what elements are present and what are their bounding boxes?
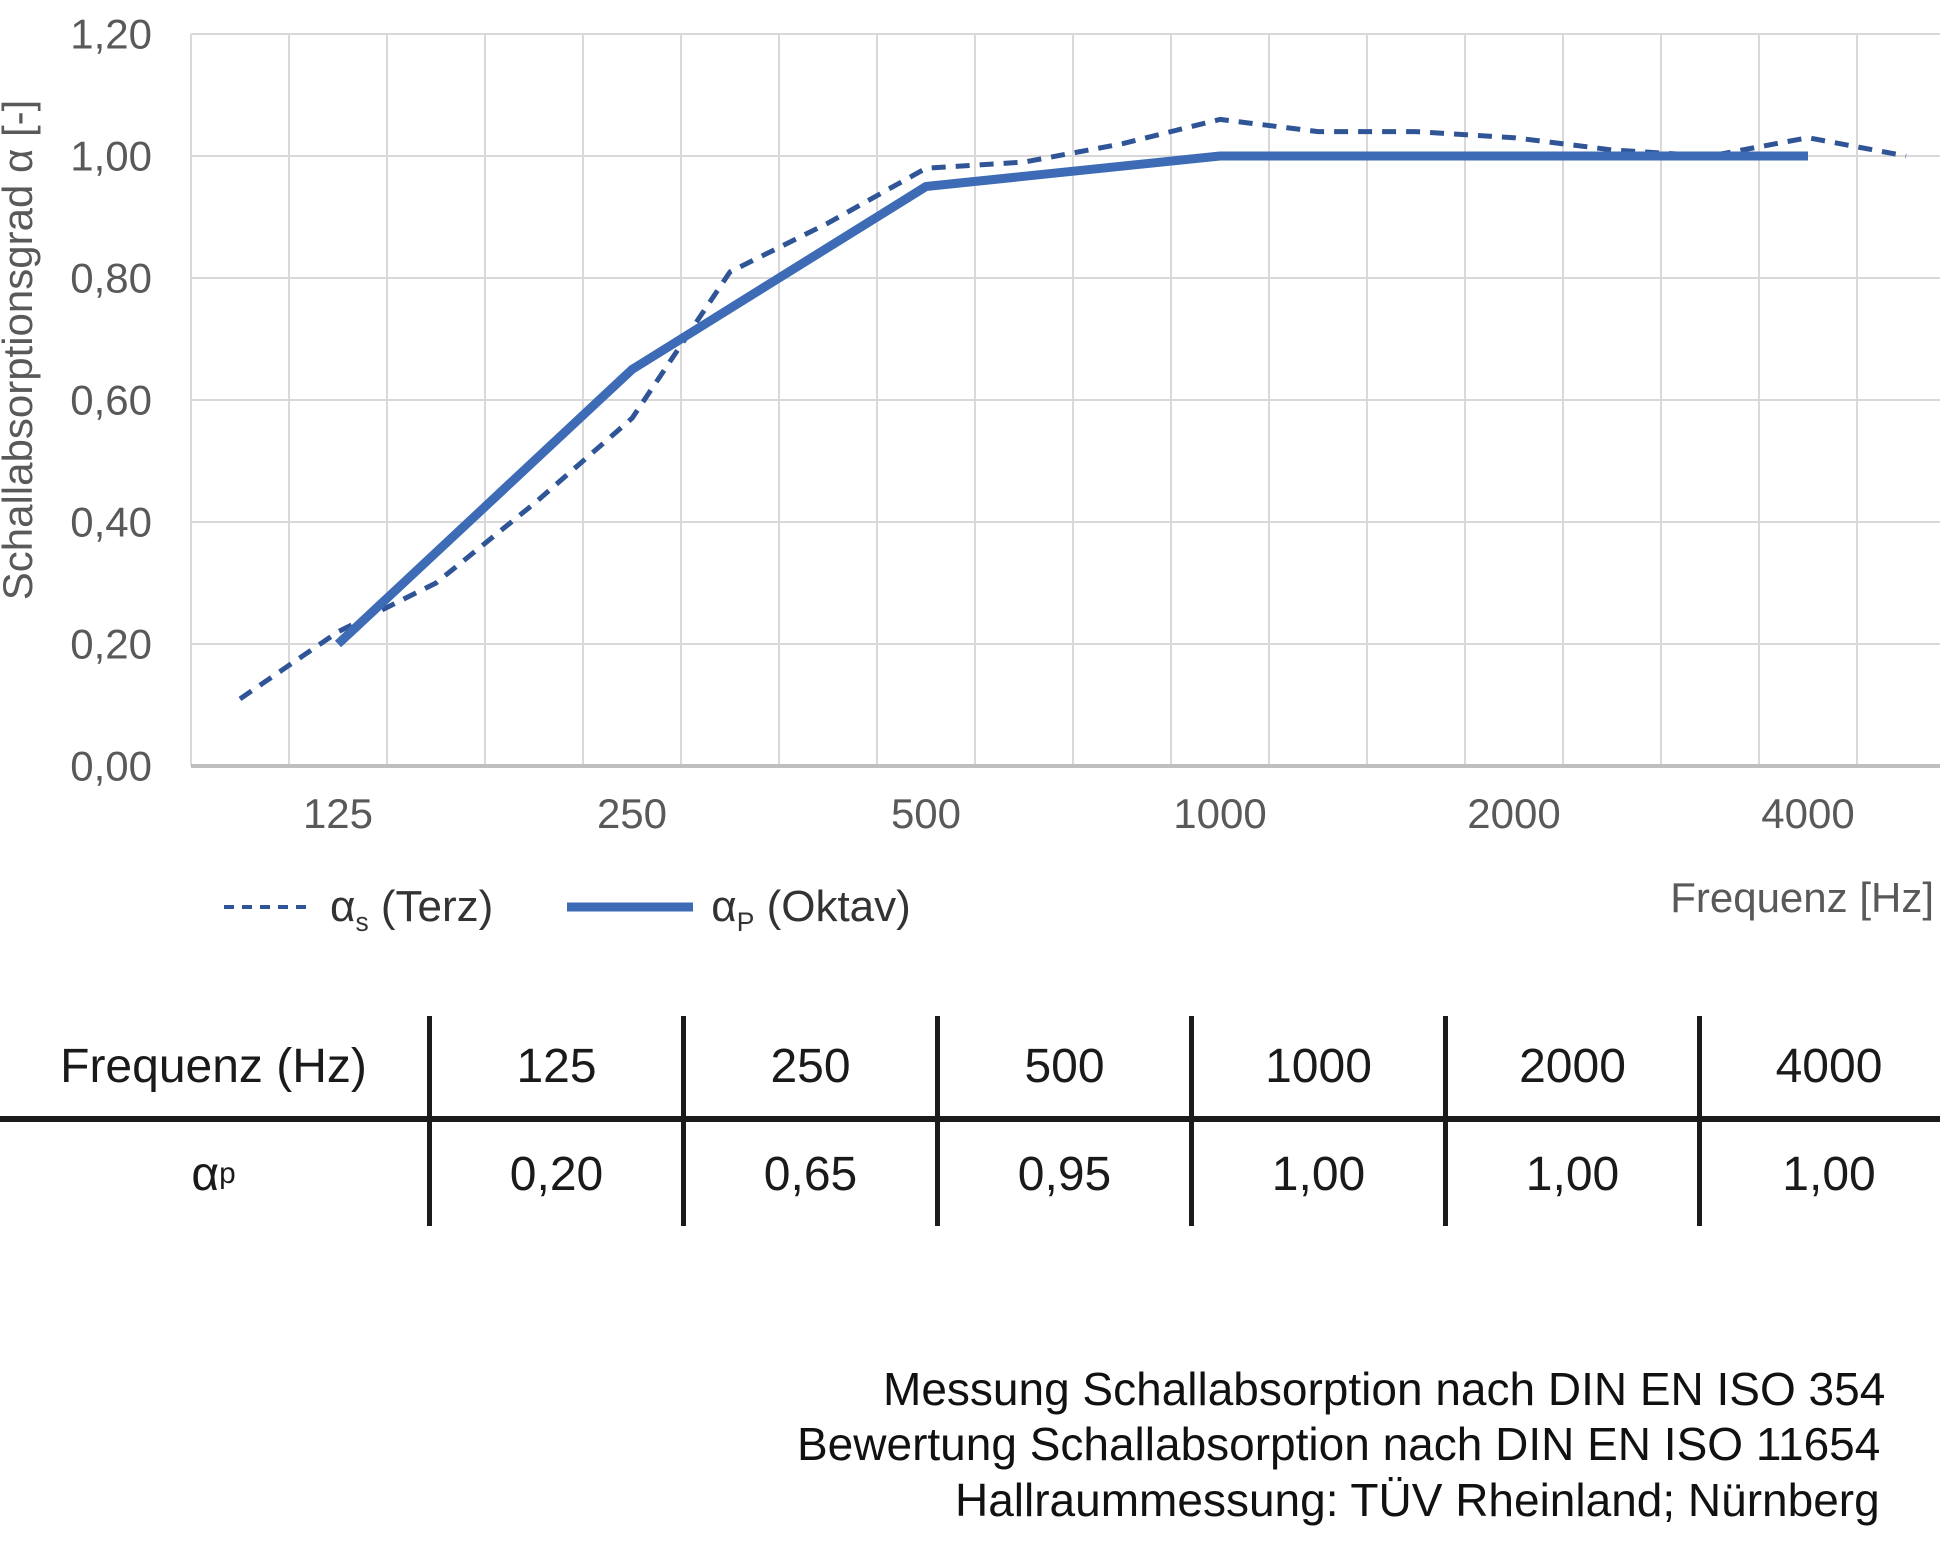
note-measurement-standard: Messung Schallabsorption nach DIN EN ISO… [883,1363,1886,1415]
x-tick-label: 500 [891,790,961,837]
note-test-lab: Hallraummessung: TÜV Rheinland; Nürnberg [955,1474,1880,1526]
table-value-cell: 0,65 [686,1122,940,1226]
x-tick-label: 125 [303,790,373,837]
table-header-cell: 1000 [1194,1016,1448,1122]
x-tick-label: 250 [597,790,667,837]
legend-terz-sub: s [355,906,369,937]
chart-legend: αs (Terz) αP (Oktav) [222,882,911,935]
legend-terz-rest: (Terz) [368,882,494,931]
y-tick-label: 1,20 [70,11,152,58]
y-tick-label: 0,60 [70,377,152,424]
x-tick-label: 1000 [1173,790,1266,837]
table-header-cell: 4000 [1702,1016,1940,1122]
y-tick-label: 0,40 [70,499,152,546]
terz-dashed-swatch [224,905,312,909]
legend-terz-alpha: α [330,882,356,931]
y-tick-label: 1,00 [70,133,152,180]
note-rating-standard: Bewertung Schallabsorption nach DIN EN I… [797,1418,1881,1470]
legend-item-terz: αs (Terz) [222,882,494,935]
x-tick-label: 4000 [1761,790,1854,837]
table-value-cell: 0,20 [432,1122,686,1226]
legend-oktav-sub: P [736,906,755,937]
legend-label-terz: αs (Terz) [330,882,494,935]
y-tick-label: 0,20 [70,621,152,668]
legend-item-oktav: αP (Oktav) [565,882,911,935]
table-header-cell: 500 [940,1016,1194,1122]
table-value-cell: 1,00 [1194,1122,1448,1226]
table-header-cell: 250 [686,1016,940,1122]
legend-oktav-rest: (Oktav) [754,882,911,931]
series-oktav-solid-line [334,151,1808,648]
octave-table: Frequenz (Hz) 125 250 500 1000 2000 4000 α p 0,20… [0,1016,1940,1226]
legend-label-oktav: αP (Oktav) [711,882,911,935]
y-tick-label: 0,00 [70,743,152,790]
table-value-cell: 1,00 [1782,1147,1876,1201]
table-value-cell: 1,00 [1448,1122,1702,1226]
x-axis-unit-label: Frequenz [Hz] [1670,874,1934,921]
table-header-frequency: Frequenz (Hz) [0,1016,432,1122]
oktav-solid-swatch [567,902,694,912]
table-header-cell: 125 [432,1016,686,1122]
table-header-cell: 2000 [1448,1016,1702,1122]
legend-oktav-alpha: α [711,882,737,931]
absorption-line-chart: 0,00 0,20 0,40 0,60 0,80 1,00 1,20 125 250 500 100… [0,11,1940,837]
x-tick-label: 2000 [1467,790,1560,837]
y-axis-title: Schallabsorptionsgrad α [-] [0,100,41,601]
table-value-cell: 0,95 [940,1122,1194,1226]
y-tick-label: 0,80 [70,255,152,302]
alpha-symbol: α [191,1147,220,1201]
series-terz-dashed-line [238,116,1907,701]
